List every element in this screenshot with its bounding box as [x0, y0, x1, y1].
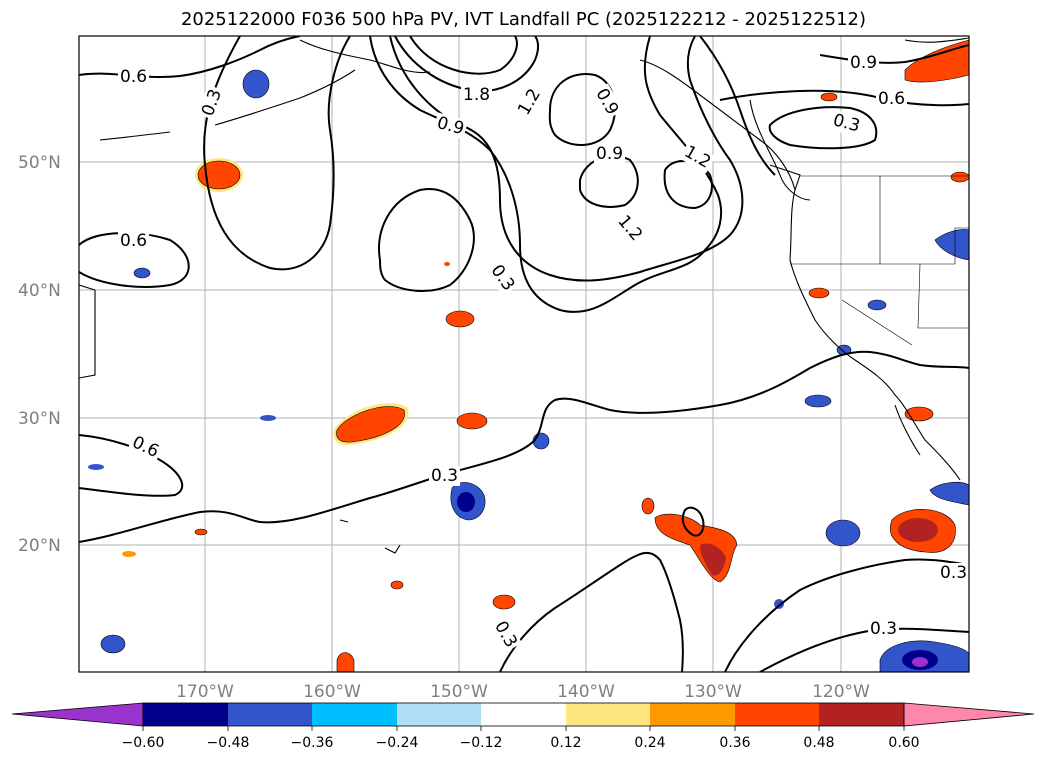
political-borders [790, 175, 969, 346]
coastlines [79, 37, 969, 554]
contour-labels: 0.6 0.3 1.8 1.2 0.9 0.9 0.9 1.2 1.2 0.3 … [118, 53, 969, 653]
colorbar-outline [142, 702, 905, 727]
colorbar: −0.60 −0.48 −0.36 −0.24 −0.12 0.12 0.24 … [11, 702, 1035, 751]
colorbar-tick: 0.48 [803, 735, 834, 751]
contour-label: 0.6 [120, 67, 147, 87]
colorbar-swatch [228, 703, 312, 726]
map-title: 2025122000 F036 500 hPa PV, IVT Landfall… [180, 9, 867, 30]
contour-label: 1.2 [514, 85, 545, 118]
lon-label: 130°W [684, 682, 742, 702]
colorbar-max-extend [903, 702, 1035, 727]
plot-frame [78, 35, 970, 673]
lat-labels: 50°N 40°N 30°N 20°N [18, 153, 61, 556]
lon-label: 120°W [812, 682, 870, 702]
colorbar-min-extend [11, 702, 144, 727]
lon-label: 140°W [557, 682, 615, 702]
colorbar-tick: 0.60 [888, 735, 919, 751]
colorbar-swatch [735, 703, 819, 726]
colorbar-tick: −0.24 [376, 735, 419, 751]
colorbar-swatch [650, 703, 735, 726]
colorbar-swatch [566, 703, 650, 726]
contour-label: 1.8 [463, 85, 490, 105]
colorbar-swatch [481, 703, 566, 726]
colorbar-tick: −0.36 [291, 735, 334, 751]
colorbar-tick: −0.48 [207, 735, 250, 751]
contour-label: 0.6 [120, 231, 147, 251]
colorbar-tick: 0.36 [719, 735, 750, 751]
contour-label: 0.3 [831, 110, 862, 136]
contour-label: 1.2 [613, 211, 646, 245]
colorbar-swatch [819, 703, 904, 726]
lon-label: 160°W [303, 682, 361, 702]
contour-label: 0.6 [878, 89, 905, 109]
colorbar-tick: −0.12 [460, 735, 503, 751]
contour-label: 0.9 [596, 144, 623, 164]
colorbar-swatch [312, 703, 397, 726]
lon-labels: 170°W 160°W 150°W 140°W 130°W 120°W [176, 682, 870, 702]
contour-label: 0.3 [870, 619, 897, 639]
contour-label: 0.9 [850, 53, 877, 73]
pv-filled-contours [88, 39, 969, 672]
pv-contours [79, 36, 969, 672]
gridlines [79, 36, 969, 672]
lon-label: 150°W [430, 682, 488, 702]
lat-label: 30°N [18, 409, 61, 429]
lat-label: 40°N [18, 281, 61, 301]
contour-label: 0.3 [940, 563, 967, 583]
colorbar-tick: −0.60 [122, 735, 165, 751]
colorbar-swatch [397, 703, 481, 726]
colorbar-tick: 0.12 [550, 735, 581, 751]
lon-label: 170°W [176, 682, 234, 702]
colorbar-tick: 0.24 [634, 735, 665, 751]
contour-label: 0.9 [591, 85, 622, 118]
lat-label: 50°N [18, 153, 61, 173]
contour-label: 0.3 [431, 466, 458, 486]
colorbar-swatch [143, 703, 228, 726]
contour-label: 0.9 [435, 113, 466, 139]
lat-label: 20°N [18, 536, 61, 556]
